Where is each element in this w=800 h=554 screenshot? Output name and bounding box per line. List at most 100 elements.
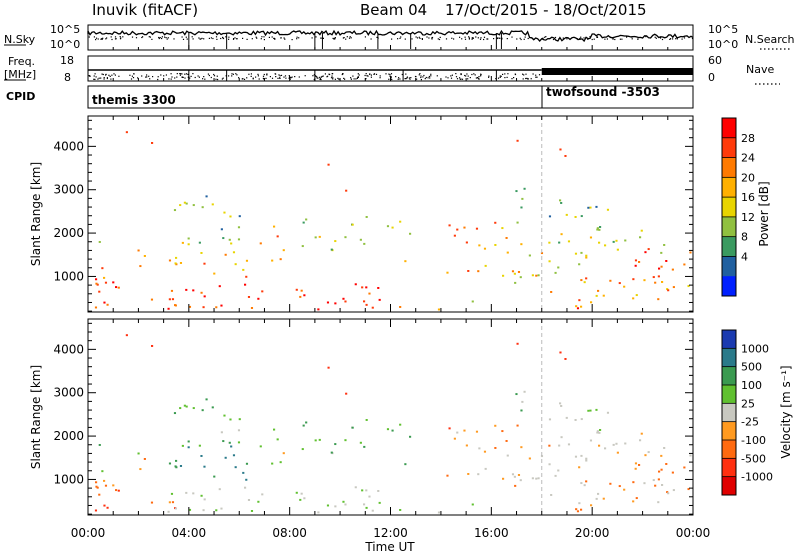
nave-dot — [507, 73, 509, 75]
range-gate-cell — [305, 421, 308, 424]
nave-dot — [165, 74, 167, 76]
range-gate-cell — [300, 492, 303, 495]
range-gate-cell — [640, 432, 643, 435]
range-gate-cell — [317, 511, 320, 514]
range-gate-cell — [671, 471, 674, 474]
range-gate-cell — [314, 439, 317, 442]
range-gate-cell — [229, 418, 232, 421]
nave-dot — [478, 76, 480, 78]
range-gate-cell — [344, 236, 347, 239]
nave-dot — [391, 78, 393, 81]
nave-dot — [522, 78, 524, 80]
range-gate-cell — [511, 270, 515, 273]
nave-dot — [204, 78, 206, 80]
range-gate-cell — [657, 478, 660, 481]
nave-dot — [332, 78, 334, 80]
range-gate-cell — [301, 448, 304, 451]
nsearch-dot — [404, 38, 406, 40]
range-gate-cell — [112, 281, 115, 284]
nsearch-dot — [661, 38, 664, 41]
nsearch-dot — [596, 36, 599, 38]
range-gate-cell — [112, 484, 115, 487]
nave-dot — [108, 74, 110, 76]
range-gate-cell — [554, 474, 557, 477]
nsearch-dot — [334, 37, 336, 39]
range-gate-cell — [276, 438, 279, 441]
range-gate-cell — [279, 258, 282, 261]
colorbar-swatch — [722, 118, 736, 139]
range-gate-cell — [643, 279, 646, 282]
nsearch-dot — [531, 37, 534, 39]
range-gate-cell — [453, 437, 456, 440]
range-gate-cell — [181, 444, 184, 447]
range-gate-cell — [106, 303, 109, 306]
range-gate-cell — [211, 203, 214, 206]
nave-dot — [369, 73, 371, 75]
range-gate-cell — [437, 308, 441, 311]
range-gate-cell — [101, 470, 104, 473]
range-gate-cell — [143, 255, 146, 257]
range-gate-cell — [386, 225, 390, 228]
range-gate-cell — [257, 500, 260, 503]
nsearch-dot — [256, 37, 258, 39]
range-gate-cell — [305, 218, 308, 221]
nave-dot — [312, 75, 314, 77]
nave-dot — [168, 78, 170, 80]
colorbar-swatch — [722, 403, 736, 422]
range-gate-cell — [660, 251, 663, 254]
nave-dot — [157, 78, 159, 81]
nsearch-dot — [203, 38, 205, 40]
nave-dot — [477, 77, 479, 79]
range-gate-cell — [612, 240, 615, 243]
nave-dot — [466, 73, 468, 75]
range-gate-cell — [463, 226, 466, 229]
nsearch-dot — [158, 37, 160, 40]
range-gate-cell — [575, 305, 578, 308]
nsearch-dot — [579, 37, 581, 40]
range-gate-cell — [550, 291, 553, 293]
nave-dot — [279, 77, 281, 79]
nave-dot — [338, 78, 340, 80]
nave-dot — [366, 75, 368, 77]
range-gate-cell — [377, 490, 380, 492]
nave-dot — [464, 74, 466, 77]
nsearch-dot — [580, 36, 582, 38]
range-gate-cell — [150, 298, 154, 301]
range-gate-cell — [548, 444, 551, 447]
power-colorbar-label: Power [dB] — [757, 181, 771, 246]
range-gate-cell — [666, 491, 669, 494]
nave-dot — [97, 78, 99, 80]
range-gate-cell — [106, 506, 109, 509]
nave-dot — [129, 74, 131, 76]
range-gate-cell — [483, 247, 487, 250]
nsearch-dot — [496, 37, 498, 39]
range-gate-cell — [192, 289, 195, 292]
range-gate-cell — [658, 267, 661, 270]
nave-dot — [93, 78, 95, 80]
nave-dot — [350, 77, 352, 79]
range-gate-cell — [672, 489, 675, 492]
power-ylabel: Slant Range [km] — [29, 162, 43, 266]
nsearch-dot — [527, 37, 529, 40]
range-gate-cell — [596, 227, 599, 230]
range-gate-cell — [672, 286, 675, 289]
range-gate-cell — [302, 424, 305, 427]
range-gate-cell — [465, 444, 468, 447]
nsearch-dot — [464, 36, 466, 38]
nave-dot — [180, 73, 182, 75]
nave-dot — [213, 75, 216, 77]
range-gate-cell — [513, 475, 516, 478]
range-gate-cell — [516, 342, 519, 345]
range-gate-cell — [202, 509, 205, 512]
nave-dot — [357, 73, 359, 75]
range-gate-cell — [168, 259, 172, 262]
nsearch-dot — [670, 38, 672, 40]
nave-dot — [399, 78, 401, 80]
range-gate-cell — [318, 438, 321, 441]
nsearch-dot — [645, 36, 647, 38]
range-gate-cell — [185, 405, 188, 408]
range-gate-cell — [477, 270, 480, 273]
nave-dot — [406, 76, 408, 78]
nsearch-dot — [480, 37, 482, 39]
nave-dot — [255, 76, 257, 78]
